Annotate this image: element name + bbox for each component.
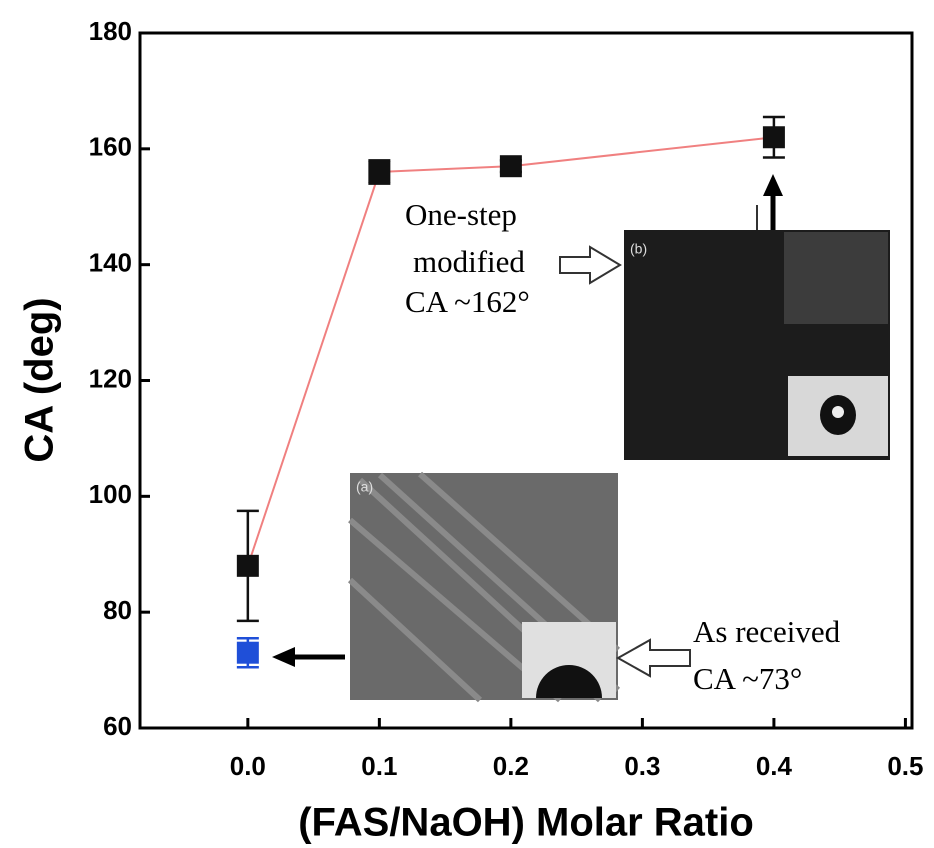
- annotation: One-step: [405, 197, 517, 232]
- x-tick-label: 0.3: [624, 751, 660, 781]
- data-line: [246, 136, 775, 567]
- y-tick-label: 80: [103, 595, 132, 625]
- x-tick-label: 0.4: [756, 751, 793, 781]
- inset-b: [624, 230, 890, 460]
- annotation: CA ~162°: [405, 284, 530, 319]
- marker: [762, 126, 785, 149]
- y-tick-label: 160: [89, 132, 132, 162]
- annotation: As received: [693, 614, 841, 649]
- annotation: modified: [413, 244, 525, 279]
- x-tick-label: 0.5: [887, 751, 923, 781]
- y-axis-label: CA (deg): [18, 297, 62, 462]
- inset-a: [347, 471, 621, 703]
- annotation: CA ~73°: [693, 661, 802, 696]
- annotation: (b): [630, 241, 647, 257]
- y-tick-label: 140: [89, 248, 132, 278]
- arrows: [272, 174, 783, 678]
- y-tick-label: 180: [89, 16, 132, 46]
- y-tick-label: 60: [103, 711, 132, 741]
- marker: [499, 155, 522, 178]
- marker: [368, 161, 391, 183]
- marker: [236, 641, 259, 664]
- y-tick-label: 120: [89, 363, 132, 393]
- x-tick-label: 0.2: [493, 751, 529, 781]
- y-tick-label: 100: [89, 479, 132, 509]
- x-tick-label: 0.0: [230, 751, 266, 781]
- marker: [236, 554, 259, 577]
- x-axis-label: (FAS/NaOH) Molar Ratio: [298, 801, 754, 845]
- annotation: (a): [356, 479, 373, 495]
- x-tick-label: 0.1: [361, 751, 397, 781]
